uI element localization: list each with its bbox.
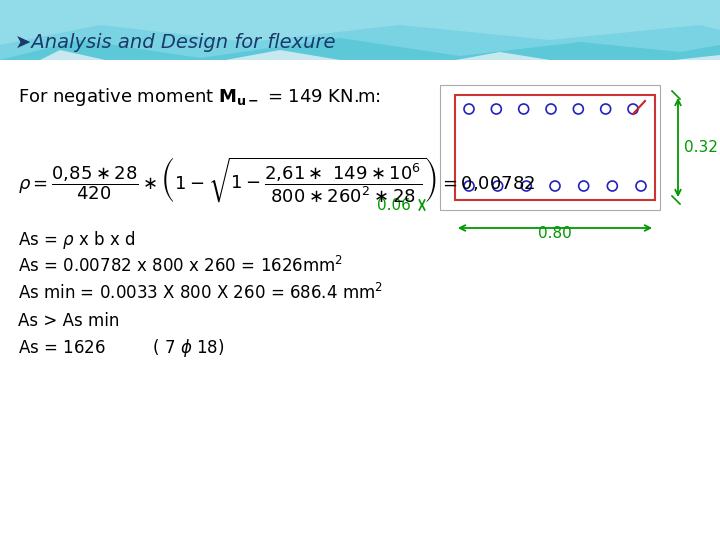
Bar: [440, 85, 660, 210]
Text: 0.80: 0.80: [538, 226, 572, 241]
Text: For negative moment $\mathbf{M_{u-}}$ = 149 KN.m:: For negative moment $\mathbf{M_{u-}}$ = …: [18, 86, 381, 108]
Polygon shape: [0, 0, 720, 45]
Text: As min = 0.0033 X 800 X 260 = 686.4 mm$^2$: As min = 0.0033 X 800 X 260 = 686.4 mm$^…: [18, 283, 383, 303]
Text: As = $\rho$ x b x d: As = $\rho$ x b x d: [18, 229, 135, 251]
Polygon shape: [0, 0, 720, 60]
Polygon shape: [0, 0, 720, 80]
Bar: [0, 60, 720, 540]
Text: 0.32: 0.32: [684, 140, 718, 155]
Bar: [455, 95, 655, 200]
Text: As > As min: As > As min: [18, 312, 120, 330]
Text: As = 1626         ( 7 $\phi$ 18): As = 1626 ( 7 $\phi$ 18): [18, 337, 225, 359]
Text: 0.06: 0.06: [377, 198, 411, 213]
Text: $\rho = \dfrac{0{,}85 \ast 28}{420} \ast\left( 1 - \sqrt{1 - \dfrac{2{,}61 \ast\: $\rho = \dfrac{0{,}85 \ast 28}{420} \ast…: [18, 155, 536, 205]
Text: As = 0.00782 x 800 x 260 = 1626mm$^2$: As = 0.00782 x 800 x 260 = 1626mm$^2$: [18, 256, 343, 276]
Text: ➤Analysis and Design for flexure: ➤Analysis and Design for flexure: [15, 33, 336, 52]
